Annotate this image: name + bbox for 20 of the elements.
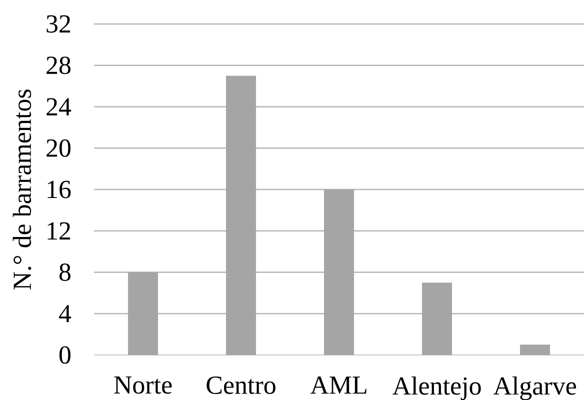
- y-tick-label: 12: [48, 222, 70, 240]
- y-tick-label: 16: [48, 180, 71, 198]
- y-tick-label: 0: [59, 346, 70, 364]
- y-axis-title: N.° de barramentos: [12, 90, 32, 290]
- x-tick-label: AML: [310, 376, 366, 394]
- x-tick-label: Norte: [114, 376, 172, 394]
- x-tick-label: Alentejo: [392, 376, 481, 400]
- y-tick-label: 20: [46, 139, 70, 157]
- bar: [324, 189, 354, 355]
- x-tick-label: Algarve: [493, 376, 576, 400]
- y-tick-label: 28: [46, 56, 70, 74]
- bar: [128, 272, 158, 355]
- y-tick-label: 4: [58, 305, 72, 322]
- x-tick-label: Centro: [206, 376, 276, 394]
- bar: [520, 344, 550, 355]
- y-tick-label: 8: [59, 263, 70, 282]
- bar: [226, 76, 256, 355]
- y-tick-label: 32: [46, 15, 70, 33]
- bar: [422, 282, 452, 355]
- y-tick-label: 24: [46, 98, 72, 116]
